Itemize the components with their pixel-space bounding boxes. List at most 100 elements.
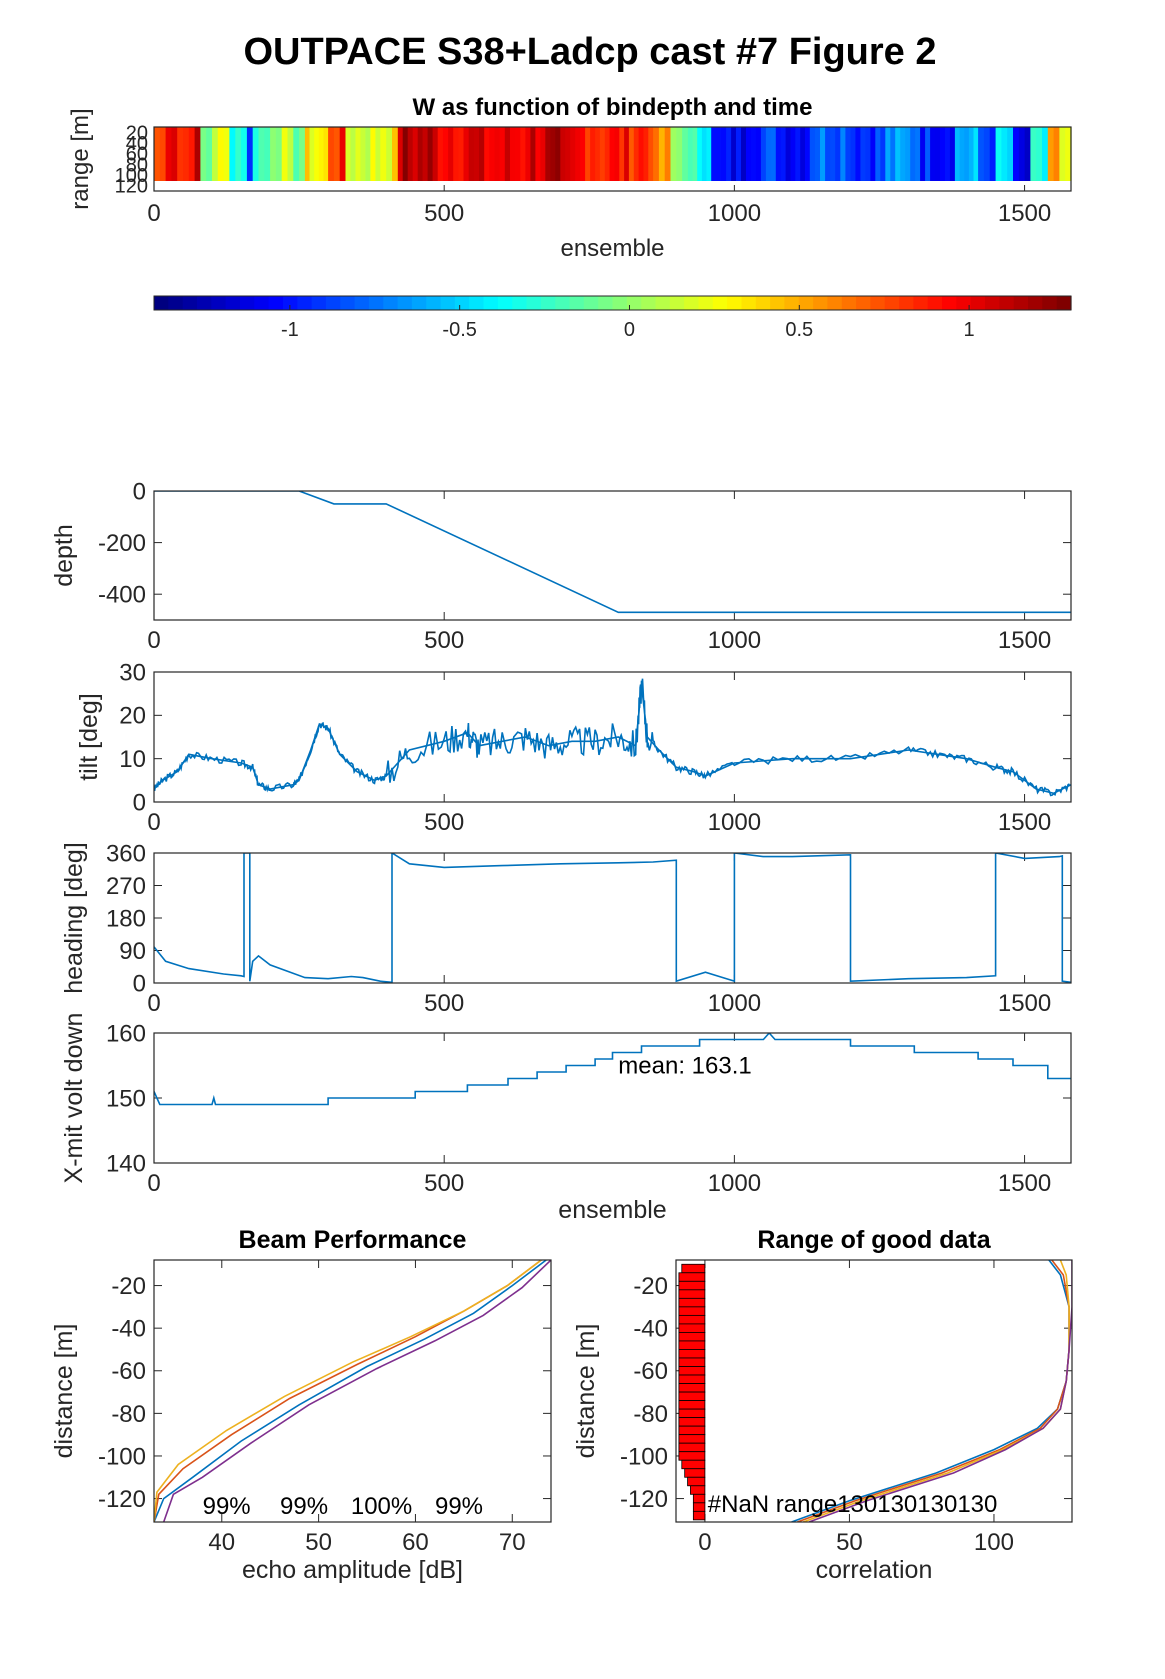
colorbar-swatch <box>397 296 413 310</box>
x-tick-label: 1000 <box>708 809 761 836</box>
w-heatmap-cell <box>860 127 866 181</box>
annotation-text: mean: 163.1 <box>618 1053 751 1080</box>
w-heatmap-cell <box>731 127 737 181</box>
w-heatmap-cell <box>885 127 891 181</box>
colorbar-swatch <box>325 296 341 310</box>
colorbar-swatch <box>841 296 857 310</box>
w-heatmap-cell <box>484 127 490 181</box>
colorbar-swatch <box>1013 296 1029 310</box>
colorbar-swatch <box>440 296 456 310</box>
y-tick-label: -40 <box>111 1316 146 1343</box>
y-tick-label: 90 <box>119 938 146 965</box>
w-heatmap-cell <box>407 127 414 181</box>
w-heatmap-cell <box>628 127 635 181</box>
x-tick-label: 1000 <box>708 990 761 1017</box>
w-heatmap-cell <box>565 127 571 181</box>
w-heatmap-cell <box>959 127 965 181</box>
x-tick-label: 500 <box>424 809 464 836</box>
good-data-bar <box>678 1391 706 1401</box>
w-heatmap-cell <box>820 127 826 181</box>
beam-4-line <box>162 1260 551 1522</box>
w-heatmap-cell <box>736 127 742 181</box>
good-data-bar <box>678 1434 706 1444</box>
x-axis-label: ensemble <box>560 235 664 262</box>
w-heatmap-cell <box>697 127 703 181</box>
beam-4-percent: 99% <box>435 1493 483 1520</box>
x-tick-label: 1500 <box>998 627 1051 654</box>
w-heatmap-cell <box>973 127 979 181</box>
w-heatmap-cell <box>830 127 836 181</box>
w-heatmap-cell <box>760 127 767 181</box>
good-data-bar <box>681 1459 706 1470</box>
y-tick-label: 60 <box>126 144 148 166</box>
good-data-bar <box>681 1263 706 1274</box>
w-heatmap-cell <box>746 127 752 181</box>
w-heatmap-cell <box>458 127 465 181</box>
colorbar-swatch <box>684 296 699 310</box>
axes-frame <box>153 490 1072 621</box>
w-heatmap-cell <box>692 127 698 181</box>
w-heatmap-cell <box>716 127 722 181</box>
axes-frame <box>153 1032 1072 1164</box>
chart-title: Beam Performance <box>239 1226 467 1254</box>
y-tick-label: 160 <box>106 1020 146 1047</box>
x-tick-label: 1000 <box>708 1170 761 1197</box>
y-tick-label: -20 <box>633 1273 668 1300</box>
colorbar-swatch <box>254 296 270 310</box>
good-data-bar <box>678 1323 706 1333</box>
w-heatmap-cell <box>814 127 821 181</box>
colorbar-swatch <box>741 296 757 310</box>
colorbar-swatch <box>211 296 227 310</box>
w-heatmap-cell <box>515 127 521 181</box>
x-axis-label: correlation <box>816 1556 933 1584</box>
colorbar-swatch <box>368 296 384 310</box>
w-heatmap-cell <box>905 127 911 181</box>
w-heatmap-cell <box>281 127 289 181</box>
x-tick-label: 40 <box>208 1529 235 1556</box>
good-data-bar <box>678 1383 706 1393</box>
y-axis-label: range [m] <box>67 108 94 209</box>
w-heatmap-cell <box>473 127 480 181</box>
x-tick-label: 60 <box>402 1529 429 1556</box>
x-axis-label: ensemble <box>558 1196 666 1224</box>
colorbar-swatch <box>240 296 255 310</box>
colorbar-tick-label: -1 <box>281 319 299 341</box>
w-heatmap-cell <box>795 127 801 181</box>
w-heatmap-cell <box>682 127 689 181</box>
colorbar-tick-label: -0.5 <box>442 319 476 341</box>
y-tick-label: 360 <box>106 840 146 867</box>
w-heatmap-cell <box>510 127 516 181</box>
w-heatmap-cell <box>875 127 881 181</box>
good-data-bar <box>684 1468 706 1478</box>
w-heatmap-cell <box>676 127 683 181</box>
colorbar-swatch <box>225 296 241 310</box>
w-heatmap-cell <box>989 127 997 181</box>
x-tick-label: 500 <box>424 200 464 227</box>
colorbar-swatch <box>512 296 528 310</box>
w-heatmap-cell <box>333 127 341 181</box>
y-tick-label: -400 <box>98 582 146 609</box>
w-heatmap-cell <box>275 127 283 181</box>
colorbar-swatch <box>411 296 427 310</box>
x-tick-label: 500 <box>424 990 464 1017</box>
xmit-volt-panel: 0 500 1000 1500 140 150 160 X-mit volt down ense… <box>60 1013 1072 1224</box>
w-heatmap-cell <box>499 127 506 181</box>
beam-2-percent: 99% <box>280 1493 328 1520</box>
w-heatmap-cell <box>570 127 576 181</box>
good-data-bar <box>678 1417 706 1427</box>
w-heatmap-cell <box>653 127 660 181</box>
y-tick-label: -100 <box>620 1443 668 1470</box>
depth-line <box>154 491 1071 614</box>
w-heatmap-cell <box>1065 127 1072 181</box>
colorbar-tick-label: 0 <box>624 319 635 341</box>
colorbar-swatch <box>612 296 628 310</box>
w-heatmap-cell <box>370 127 376 181</box>
w-heatmap-cell <box>560 127 566 181</box>
w-heatmap-cell <box>264 127 271 181</box>
w-heatmap-cell <box>380 127 387 181</box>
w-heatmap-cell <box>252 127 260 181</box>
y-tick-label: -80 <box>633 1401 668 1428</box>
x-tick-label: 100 <box>974 1529 1014 1556</box>
good-data-bar <box>690 1485 706 1495</box>
